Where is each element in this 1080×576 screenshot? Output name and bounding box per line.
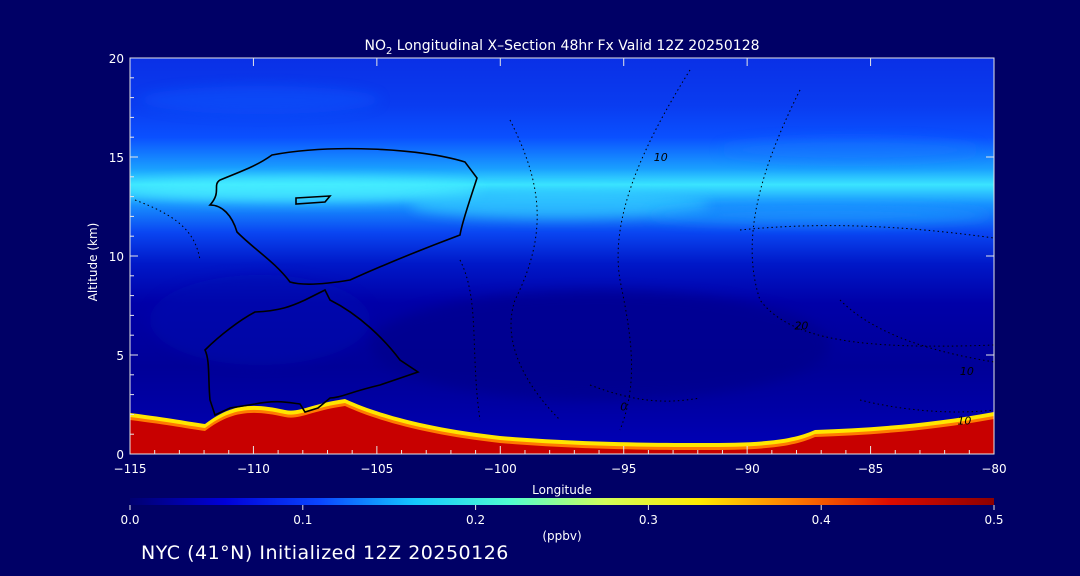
y-axis: 0 5 10 15 20 xyxy=(109,52,994,462)
y-tick-label: 10 xyxy=(109,250,124,264)
colorbar-tick-label: 0.1 xyxy=(293,513,312,527)
y-axis-label: Altitude (km) xyxy=(86,223,100,302)
y-tick-label: 5 xyxy=(116,349,124,363)
x-tick-label: −85 xyxy=(858,462,883,476)
contour-label: 0 xyxy=(620,400,627,413)
contour-label: 10 xyxy=(960,365,974,378)
colorbar-tick-label: 0.3 xyxy=(639,513,658,527)
contour-label: 10 xyxy=(654,151,668,164)
y-tick-label: 0 xyxy=(116,448,124,462)
colorbar-tick-label: 0.2 xyxy=(466,513,485,527)
y-tick-label: 20 xyxy=(109,52,124,66)
x-axis: −115 −110 −105 −100 −95 −90 −85 −80 xyxy=(114,58,1007,476)
y-tick-label: 15 xyxy=(109,151,124,165)
colorbar-tick-label: 0.5 xyxy=(984,513,1003,527)
colorbar-gradient xyxy=(130,498,994,505)
contour-label: 20 xyxy=(794,319,808,332)
colorbar-units: (ppbv) xyxy=(542,529,581,543)
footer-caption: NYC (41°N) Initialized 12Z 20250126 xyxy=(141,542,509,564)
colorbar-tick-label: 0.0 xyxy=(120,513,139,527)
colorbar: 0.0 0.1 0.2 0.3 0.4 0.5 (ppbv) xyxy=(120,498,1004,543)
x-tick-label: −80 xyxy=(981,462,1006,476)
heatmap-field xyxy=(130,58,994,454)
chart-title: NO2 Longitudinal X–Section 48hr Fx Valid… xyxy=(364,38,759,57)
contour-label: 10 xyxy=(957,414,971,427)
x-tick-label: −110 xyxy=(237,462,270,476)
x-tick-label: −95 xyxy=(611,462,636,476)
x-tick-label: −90 xyxy=(734,462,759,476)
colorbar-tick-label: 0.4 xyxy=(812,513,831,527)
x-tick-label: −115 xyxy=(114,462,147,476)
x-axis-label: Longitude xyxy=(532,483,592,497)
contour-labels: 10 20 10 10 0 xyxy=(620,151,974,427)
x-tick-label: −100 xyxy=(484,462,517,476)
x-tick-label: −105 xyxy=(360,462,393,476)
